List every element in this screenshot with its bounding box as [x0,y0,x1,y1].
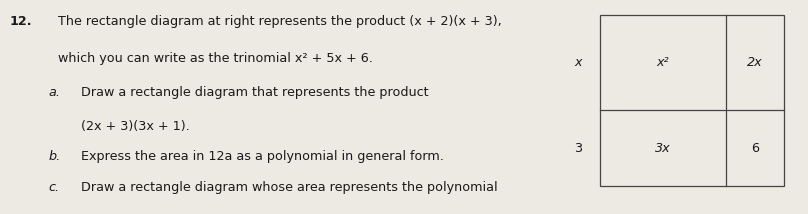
Text: 6: 6 [751,142,759,155]
Text: Draw a rectangle diagram whose area represents the polynomial: Draw a rectangle diagram whose area repr… [81,181,498,194]
Text: x: x [574,56,582,69]
Text: x: x [659,0,667,2]
Text: 3: 3 [574,142,582,155]
Text: 12.: 12. [10,15,32,28]
Text: The rectangle diagram at right represents the product (x + 2)(x + 3),: The rectangle diagram at right represent… [58,15,502,28]
Text: x²: x² [656,56,669,69]
Text: 3x: 3x [654,142,671,155]
Text: a.: a. [48,86,61,99]
Text: Draw a rectangle diagram that represents the product: Draw a rectangle diagram that represents… [81,86,428,99]
Bar [600,15,784,186]
Text: Express the area in 12a as a polynomial in general form.: Express the area in 12a as a polynomial … [81,150,444,163]
Text: 2x: 2x [747,56,763,69]
Text: 2: 2 [751,0,759,2]
Text: c.: c. [48,181,60,194]
Text: which you can write as the trinomial x² + 5x + 6.: which you can write as the trinomial x² … [58,52,373,65]
Text: (2x + 3)(3x + 1).: (2x + 3)(3x + 1). [81,120,190,133]
Text: b.: b. [48,150,61,163]
